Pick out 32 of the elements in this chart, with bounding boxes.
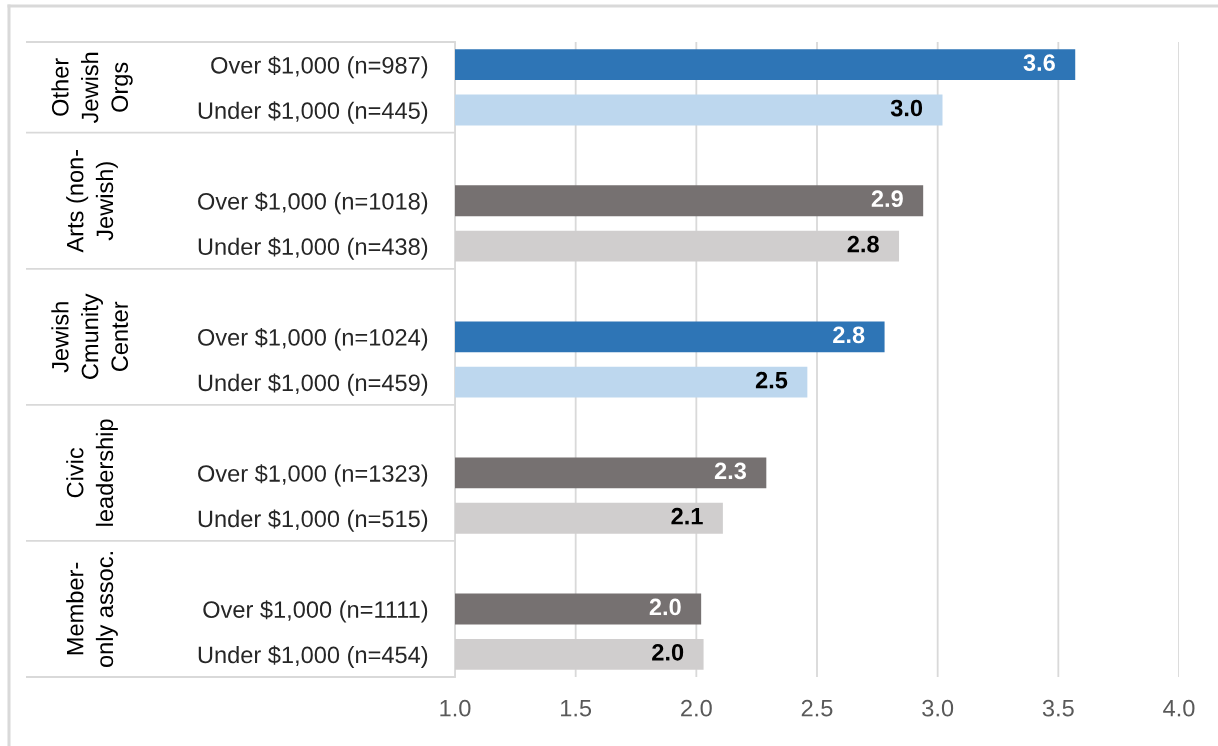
data-label: 2.5 <box>755 371 788 389</box>
y-tick-label: Under $1,000 (n=438) <box>198 237 428 260</box>
x-tick-label: 2.0 <box>681 699 712 717</box>
x-tick-label: 4.0 <box>1163 699 1195 717</box>
text: Jewish Cmunity Center <box>51 293 129 379</box>
y-tick-label: Over $1,000 (n=1018) <box>198 192 428 215</box>
x-tick-label: 3.5 <box>1042 699 1074 717</box>
y-tick-label: Over $1,000 (n=987) <box>211 55 428 79</box>
y-tick-label: Under $1,000 (n=445) <box>198 101 428 124</box>
x-tick-label: 1.0 <box>440 699 471 717</box>
y-tick-label: Over $1,000 (n=1323) <box>198 464 428 487</box>
data-label: 2.9 <box>871 190 903 208</box>
y-tick-label: Under $1,000 (n=515) <box>198 509 428 532</box>
text: Arts (non- Jewish) <box>66 149 118 253</box>
data-label: 2.8 <box>847 235 879 253</box>
text: Other Jewish Orgs <box>51 52 133 124</box>
data-label: 2.0 <box>652 643 684 661</box>
y-tick-label: Over $1,000 (n=1024) <box>198 328 428 351</box>
y-tick-label: Under $1,000 (n=459) <box>198 373 428 396</box>
x-tick-label: 3.0 <box>922 699 954 717</box>
y-tick-label: Under $1,000 (n=454) <box>198 645 428 668</box>
data-label: 2.0 <box>649 598 681 616</box>
data-label: 3.6 <box>1023 54 1055 72</box>
text: Member- only assoc. <box>66 552 118 668</box>
data-label: 2.8 <box>833 326 865 344</box>
data-label: 2.1 <box>671 507 703 525</box>
x-tick-label: 2.5 <box>801 699 833 717</box>
text: Civic leadership <box>66 419 118 526</box>
data-label: 2.3 <box>714 462 747 480</box>
y-tick-label: Over $1,000 (n=1111) <box>203 600 428 623</box>
data-label: 3.0 <box>890 99 923 117</box>
x-tick-label: 1.5 <box>561 700 592 717</box>
